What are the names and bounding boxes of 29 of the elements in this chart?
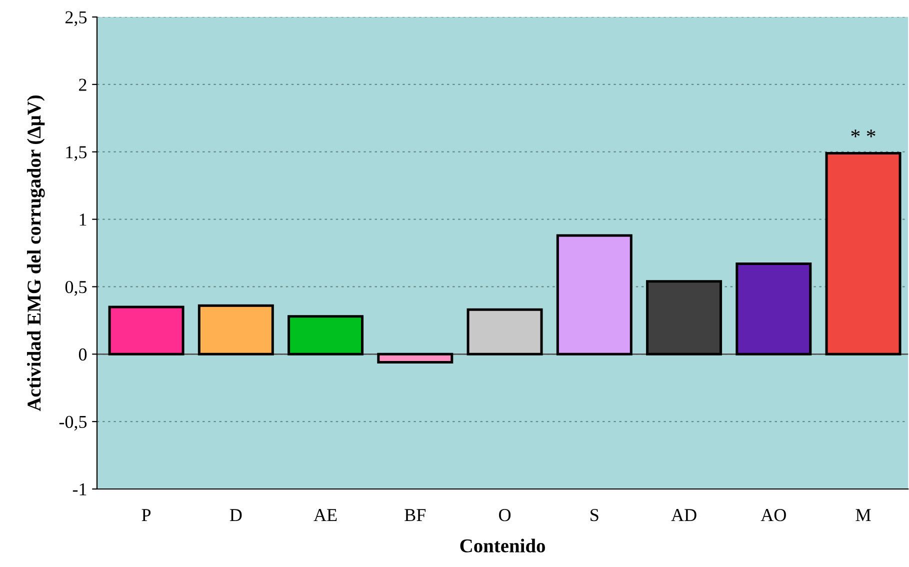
y-tick-label: 0,5	[65, 280, 87, 296]
x-tick-label: D	[230, 509, 242, 522]
bar	[108, 306, 184, 356]
x-tick-label: AO	[760, 509, 786, 522]
y-tick-label: 1,5	[66, 146, 87, 161]
annotation: * *	[851, 130, 876, 138]
bar	[377, 352, 454, 364]
y-tick-label: 2	[79, 78, 86, 91]
bar	[825, 152, 902, 356]
x-tick-label: AE	[314, 509, 337, 521]
y-axis-title: Actividad EMG del corrugador (ΔμV)	[27, 96, 45, 412]
y-tick-label: 1	[80, 214, 86, 226]
y-tick-label: -1	[72, 483, 86, 496]
x-tick-label: S	[590, 509, 598, 522]
y-tick-label: -0,5	[59, 416, 87, 431]
bar	[556, 234, 632, 356]
x-tick-label: P	[142, 509, 151, 521]
y-tick-label: 2,5	[66, 11, 87, 26]
bar	[288, 315, 364, 356]
y-tick-label: 0	[78, 348, 87, 361]
x-tick-label: M	[856, 509, 871, 521]
x-tick-label: AD	[671, 509, 696, 522]
bar	[736, 262, 812, 356]
x-tick-label: O	[499, 509, 511, 522]
x-axis-title: Contenido	[460, 538, 546, 552]
bar	[198, 304, 274, 356]
x-tick-label: BF	[404, 509, 426, 522]
bar	[646, 280, 722, 356]
bar	[466, 308, 543, 356]
